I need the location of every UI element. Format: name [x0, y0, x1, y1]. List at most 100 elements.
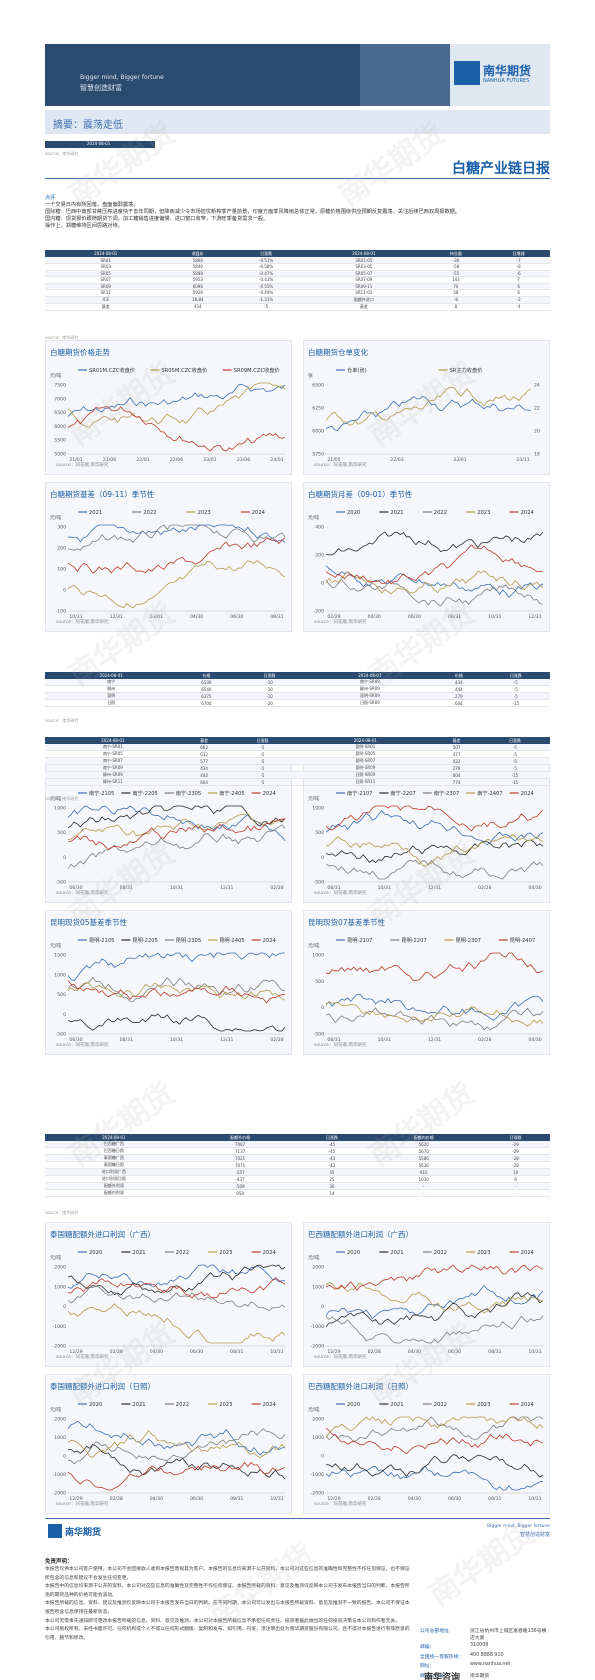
x-tick-label: 02/28 — [327, 614, 340, 620]
x-tick-label: 21/01 — [69, 457, 82, 463]
footer-slogan-en: Bigger mind, Bigger fortune — [487, 1524, 550, 1529]
legend-label: 2024 — [521, 791, 535, 797]
y-tick-label: -1000 — [311, 1472, 324, 1478]
table-cell: 5868 — [166, 257, 230, 264]
table-cell: 昆明-SR05 — [297, 750, 434, 758]
legend-label: 2022 — [434, 1250, 447, 1256]
table-cell: 6700 — [177, 699, 236, 707]
table-cell: 444 — [180, 771, 228, 779]
table-cell: SR03 — [45, 263, 167, 271]
table-cell: -5 — [481, 692, 550, 700]
chart-card: 仓单(张) SR主力收盘价张 6500 6250 6000 5750 24 22 20 18 21/… — [303, 340, 550, 475]
table-cell: -0.58% — [229, 263, 304, 271]
legend-label: 昆明-2305 — [176, 937, 201, 944]
table-cell: 958 — [182, 1189, 298, 1197]
table-header-cell: 2024-08-01 — [45, 737, 181, 744]
table-cell: SR09-11 — [303, 283, 425, 290]
table-cell: SR07 — [45, 276, 167, 284]
series-line — [67, 952, 285, 982]
chart-title: 白糖期货价格走势 — [50, 348, 110, 357]
y-tick-label: -500 — [314, 1032, 325, 1038]
chart-source: source：同花顺,南华研究 — [314, 1043, 367, 1048]
y-tick-label: 1000 — [312, 1435, 324, 1441]
y-tick-label: 2000 — [312, 1265, 324, 1271]
table-cell: 昆明-SR09 — [303, 692, 437, 700]
table-row: 配额外利润 -509 30- - — [45, 1182, 550, 1190]
table-cell: 6096 — [166, 283, 230, 290]
table-cell: 柳州 — [45, 685, 178, 693]
y-tick-label: 200 — [315, 553, 324, 559]
disclaimer-paragraph: 本公司版权所有，未经书面许可，任何机构或个人不得以任何形式翻版、复制和发布。如引… — [45, 1627, 410, 1641]
disclaimer-paragraph: 本报告中的信息均来源于公开的资料，本公司对这些信息的准确性及完整性不作任何保证。… — [45, 1584, 410, 1598]
x-tick-label: 12/29 — [69, 1496, 82, 1502]
y-tick-label: 1500 — [54, 953, 66, 959]
contact-row: 全国统一客服热线： 400 8888 910 — [420, 1653, 550, 1663]
table-cell: 南宁-SR01 — [45, 744, 181, 751]
y-tick-label: 500 — [315, 979, 324, 985]
y-axis-label: 元/吨 — [308, 514, 319, 521]
contact-value: 310008 — [470, 1643, 489, 1648]
chart-card: 昆明-2107 昆明-2207 昆明-2307 昆明-2407 元/吨 1000 500 0 -… — [303, 910, 550, 1055]
table-row: ICE 18.84 -1.31% 配额外进口 -8 -2 — [45, 296, 550, 304]
table-cell: 5586 — [366, 1154, 482, 1162]
series-line — [325, 839, 544, 864]
series-line — [325, 544, 544, 585]
table-cell: 774 — [433, 778, 480, 786]
series-line — [67, 1264, 286, 1296]
contact-value: 浙江省杭州市上城区富春路136号横店大厦 — [470, 1629, 547, 1641]
table-row: SR07 5953 -0.43% SR07-09 143 7 — [45, 276, 550, 284]
series-line — [67, 537, 286, 574]
table-cell: -0.43% — [229, 276, 304, 284]
table-cell: -4 — [487, 303, 550, 311]
table-cell: -5 — [481, 679, 550, 686]
legend-label: 2023 — [198, 510, 211, 516]
contact-row: 网址： www.nanhua.net — [420, 1662, 550, 1672]
chart-title: 巴西糖配额外进口利润（日照） — [308, 1382, 413, 1391]
series-line — [325, 805, 544, 832]
table-row: 南宁-SR09 434 -5 昆明-SR09 279 -5 — [45, 764, 550, 772]
series-line — [67, 805, 286, 829]
x-tick-label: 04/30 — [528, 1037, 541, 1043]
table-cell: -20 — [235, 699, 304, 707]
table-header-cell: 日涨跌 — [479, 737, 550, 744]
y-axis-label: 张 — [308, 372, 313, 379]
table-cell: -5 — [481, 685, 550, 693]
table-cell: -29 — [481, 1147, 550, 1155]
legend-label: 2021 — [89, 510, 102, 516]
x-tick-label: 04/30 — [190, 614, 203, 620]
table-header-cell: 基差 — [433, 737, 480, 744]
table-cell: - — [366, 1189, 482, 1197]
chart-card: 2020 2021 2022 2023 2024 元/吨 2000 1000 0 -1000 -20… — [303, 1222, 550, 1367]
series-line — [325, 1315, 544, 1344]
table-header-cell: 收盘价 — [166, 250, 230, 257]
table-row: 柳州-SR11 604 -5 日照-SR11 774 -15 — [45, 778, 550, 786]
disclaimer-paragraph: 本报告所载的信息、资料、建议及推测仅反映本公司于本报告发布当日的判断。在不同时期… — [45, 1601, 410, 1615]
y-axis-label: 元/吨 — [50, 942, 61, 949]
x-tick-label: 08/31 — [120, 1037, 133, 1043]
x-tick-label: 04/30 — [150, 1349, 163, 1355]
x-tick-label: 10/31 — [170, 885, 183, 891]
chart-title: 白糖期货月差（09-01）季节性 — [308, 490, 413, 499]
series-line — [67, 524, 286, 551]
table-cell: -55 — [424, 270, 488, 277]
legend-label: 2020 — [89, 1250, 102, 1256]
table-cell: 25 — [297, 1175, 367, 1183]
table-cell: 配额外利润 — [45, 1182, 183, 1190]
table-cell: -7 — [487, 257, 550, 264]
chart-title: 昆明现货07基差季节性 — [308, 918, 386, 927]
y-tick-label: 6000 — [312, 429, 324, 435]
legend-label: 昆明-2307 — [456, 937, 481, 944]
table-row: SR05 5898 -0.47% SR05-07 -55 -6 — [45, 270, 550, 277]
y-tick-label: 0 — [321, 1454, 324, 1460]
table-row: 南宁-SR05 632 -5 昆明-SR05 477 -5 — [45, 750, 550, 758]
table-cell: 279 — [436, 692, 482, 700]
table-cell: -15 — [479, 778, 550, 786]
y-tick-label: 100 — [57, 567, 66, 573]
y-tick-label: 0 — [63, 588, 66, 594]
table-header-cell: 持仓量 — [424, 250, 488, 257]
table-cell: 柳州-SR11 — [45, 778, 181, 786]
chart-card: 2020 2021 2022 2023 2024 元/吨 2000 1000 0 -1000 -20… — [45, 1222, 292, 1367]
header-logo-cn: 南华期货 — [483, 64, 532, 78]
x-tick-label: 08/31 — [230, 1349, 243, 1355]
